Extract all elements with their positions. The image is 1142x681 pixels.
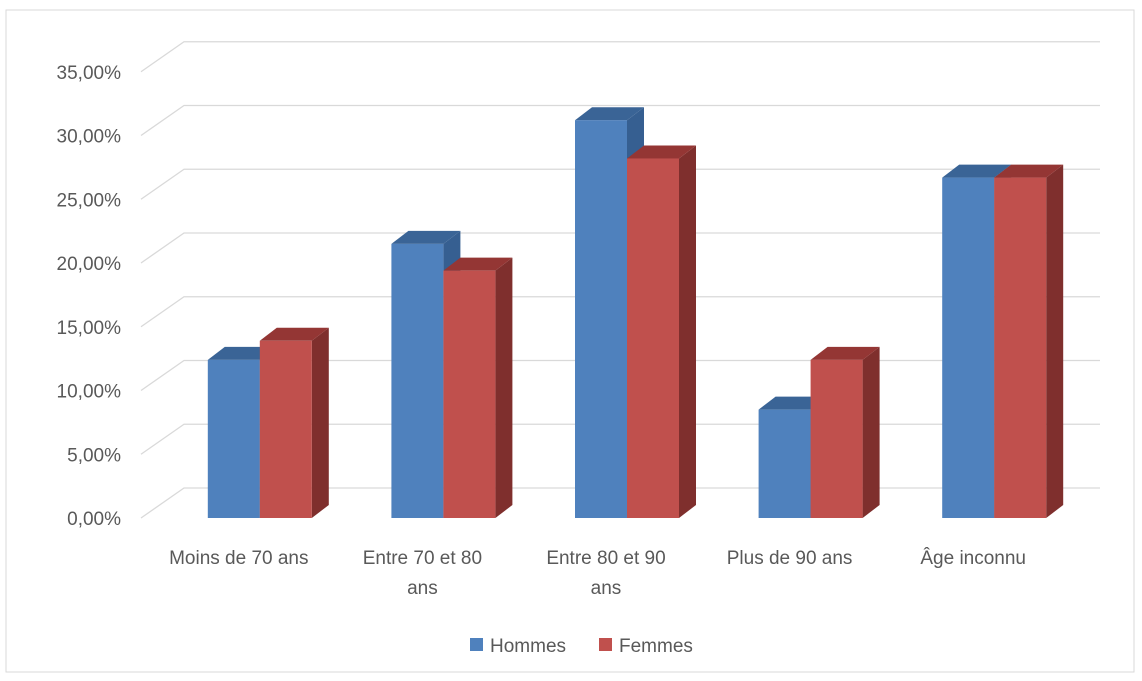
bar-front <box>443 270 496 518</box>
bar-side <box>1046 164 1064 518</box>
legend-swatch <box>470 638 483 651</box>
legend-swatch <box>599 638 612 651</box>
legend: Hommes Femmes <box>470 636 693 657</box>
y-tick-label: 0,00% <box>67 509 121 530</box>
y-tick-label: 5,00% <box>67 445 121 466</box>
bar-front <box>575 120 627 518</box>
bar <box>259 327 329 518</box>
x-category-label: Moins de 70 ans <box>169 548 308 569</box>
bar-front <box>758 409 811 518</box>
legend-label: Hommes <box>490 636 566 657</box>
bar-top <box>259 327 329 341</box>
bar-top <box>758 396 828 410</box>
bar-top <box>994 164 1064 178</box>
bar-top <box>942 164 1012 178</box>
x-category-label: Entre 80 et 90 ans <box>546 548 665 599</box>
y-axis-tick-labels: 0,00% 5,00% 10,00% 15,00% 20,00% 25,00% 30,00%… <box>57 63 122 530</box>
y-tick-label: 30,00% <box>57 127 122 148</box>
legend-item: Hommes <box>470 636 566 657</box>
gridline <box>140 104 1100 137</box>
y-tick-label: 15,00% <box>57 318 122 339</box>
bar-side <box>679 145 696 518</box>
x-axis-category-labels: Moins de 70 ans Entre 70 et 80 ans Entre 80… <box>169 547 1026 599</box>
y-tick-label: 35,00% <box>57 63 122 84</box>
bar <box>994 164 1064 518</box>
x-category-label: Entre 70 et 80 ans <box>363 548 482 599</box>
bar-front <box>207 359 260 518</box>
bar-front <box>942 177 995 518</box>
y-tick-label: 20,00% <box>57 254 122 275</box>
bar-top <box>207 346 277 360</box>
y-tick-label: 25,00% <box>57 190 122 211</box>
bar-top <box>443 257 513 271</box>
bar <box>810 346 880 518</box>
bar <box>443 257 513 518</box>
x-category-label: Plus de 90 ans <box>727 548 853 569</box>
legend-label: Femmes <box>619 636 693 657</box>
bar-front <box>391 243 444 518</box>
bar-side <box>862 346 880 518</box>
gridline <box>140 232 1100 264</box>
gridline <box>140 41 1100 73</box>
bars-layer <box>207 107 1064 518</box>
bar-front <box>994 177 1047 518</box>
bar-top <box>810 346 880 360</box>
legend-item: Femmes <box>599 636 693 657</box>
bar-side <box>311 327 329 518</box>
bar-top <box>391 230 461 244</box>
bar <box>627 145 696 518</box>
bar-top <box>575 107 644 121</box>
x-category-label: Âge inconnu <box>920 547 1026 569</box>
gridline <box>140 359 1100 392</box>
bar-front <box>810 359 863 518</box>
gridline <box>140 168 1100 200</box>
y-tick-label: 10,00% <box>57 382 122 403</box>
bar-side <box>495 257 513 518</box>
gridline <box>140 296 1100 328</box>
bar-front <box>627 158 679 518</box>
bar-top <box>627 145 696 159</box>
bar-front <box>259 340 312 518</box>
